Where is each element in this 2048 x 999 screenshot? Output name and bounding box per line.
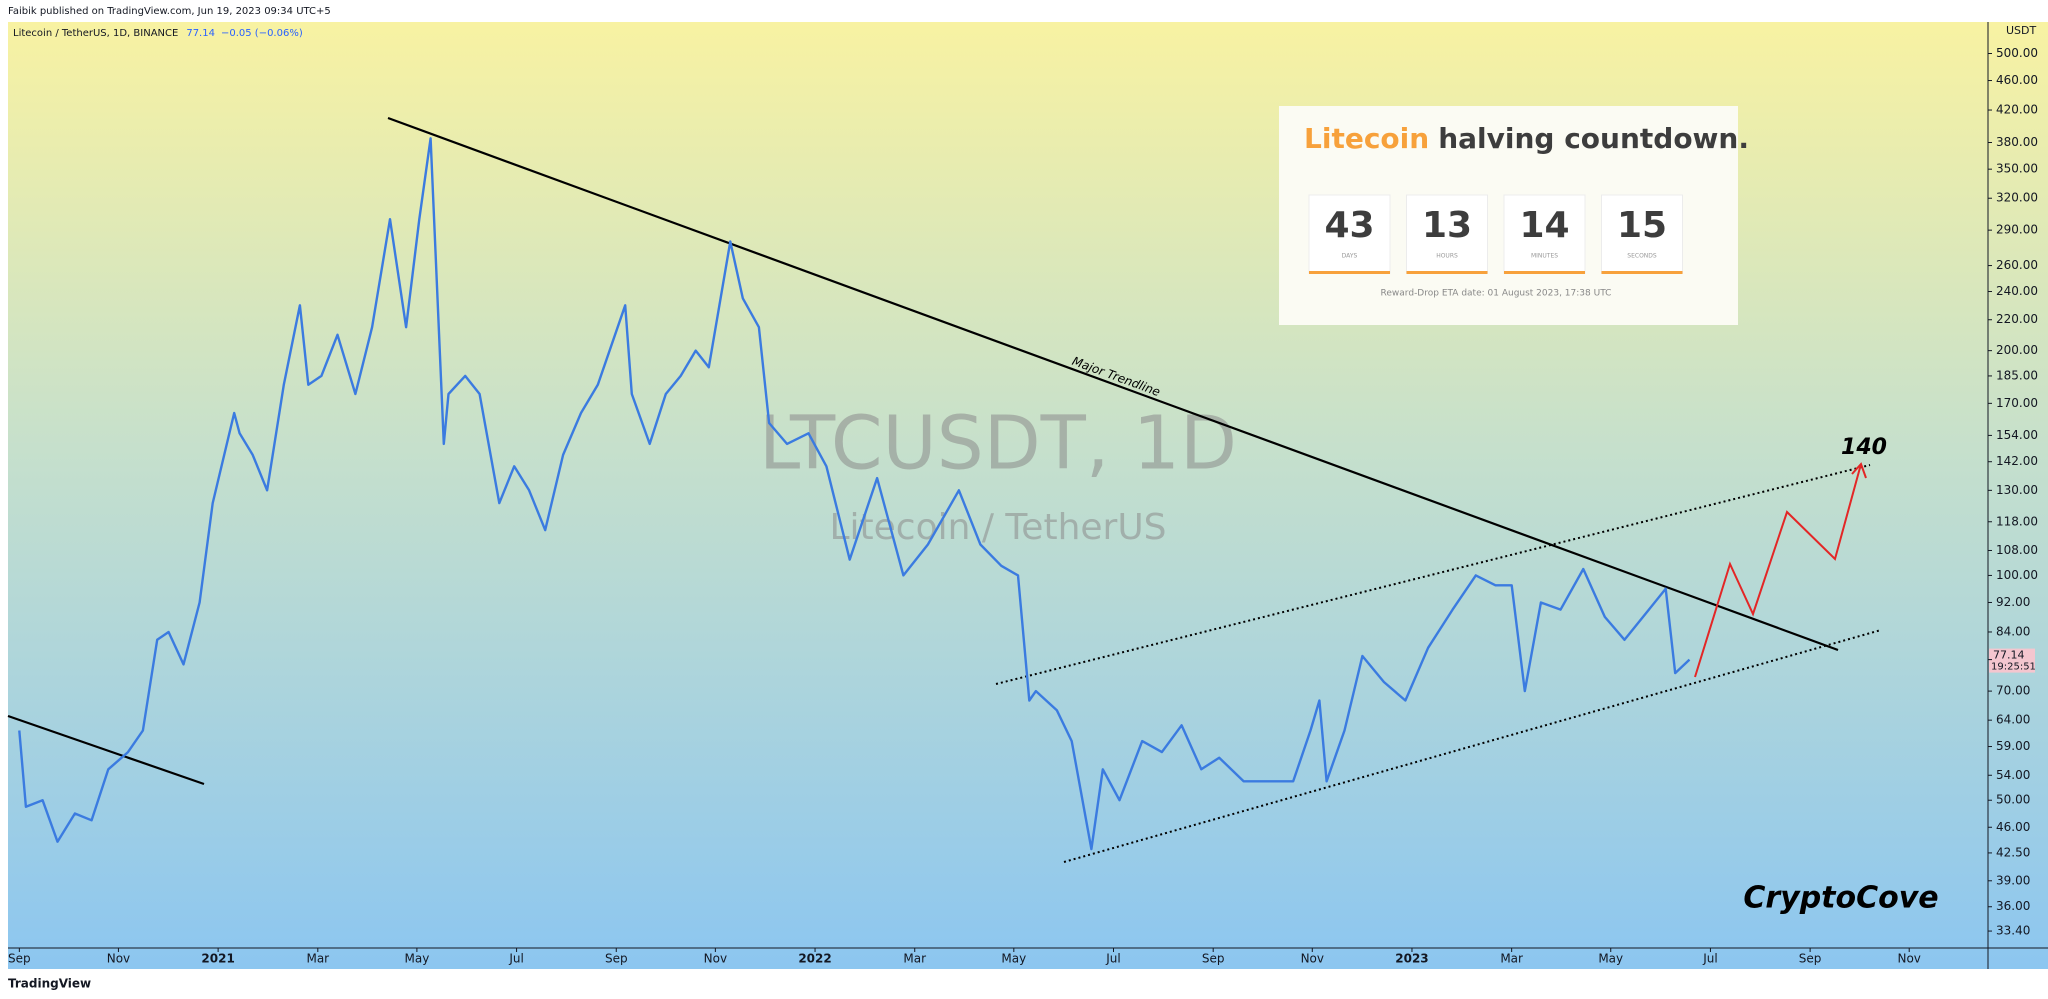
countdown-value: 13 xyxy=(1422,205,1472,246)
y-tick-label: 70.00 xyxy=(1996,684,2030,698)
y-tick-label: 290.00 xyxy=(1996,223,2038,237)
price-line xyxy=(18,137,1691,851)
major-trendline xyxy=(387,116,1839,652)
y-tick-label: 380.00 xyxy=(1996,135,2038,149)
symbol-legend: Litecoin / TetherUS, 1D, BINANCE 77.14 −0.… xyxy=(13,28,303,39)
y-tick-label: 185.00 xyxy=(1996,368,2038,382)
y-tick-label: 260.00 xyxy=(1996,258,2038,272)
countdown-underline xyxy=(1601,271,1683,274)
y-tick-label: 54.00 xyxy=(1996,768,2030,782)
countdown-panel: Litecoin halving countdown. 43 DAYS 13 HOURS… xyxy=(1279,106,1749,325)
y-tick-label: 500.00 xyxy=(1996,46,2038,60)
countdown-unit: HOURS xyxy=(1436,253,1458,260)
x-tick-label: Sep xyxy=(1799,952,1822,966)
x-tick-label: May xyxy=(1001,952,1026,966)
countdown-unit: DAYS xyxy=(1342,253,1358,260)
countdown-unit: SECONDS xyxy=(1627,253,1657,260)
countdown-underline xyxy=(1406,271,1488,274)
plot-bg xyxy=(8,22,2048,969)
title-rest: halving countdown. xyxy=(1438,122,1749,155)
trendline-left xyxy=(7,714,205,786)
countdown-value: 15 xyxy=(1617,205,1667,246)
y-tick-label: 46.00 xyxy=(1996,820,2030,834)
price-unit: USDT xyxy=(2006,24,2037,37)
y-tick-label: 59.00 xyxy=(1996,739,2030,753)
countdown-value: 43 xyxy=(1324,205,1374,246)
x-tick-label: Sep xyxy=(8,952,31,966)
y-tick-label: 36.00 xyxy=(1996,899,2030,913)
y-tick-label: 42.50 xyxy=(1996,845,2030,859)
y-tick-label: 460.00 xyxy=(1996,73,2038,87)
y-tick-label: 240.00 xyxy=(1996,284,2038,298)
countdown-underline xyxy=(1504,271,1585,274)
countdown-underline xyxy=(1309,271,1390,274)
legend-price: 77.14 xyxy=(186,28,215,39)
x-tick-label: Jul xyxy=(1702,952,1717,966)
countdown-unit: MINUTES xyxy=(1531,253,1558,260)
countdown-card xyxy=(1601,194,1683,274)
countdown-card xyxy=(1308,194,1391,274)
bar-countdown: 19:25:51 xyxy=(1991,662,2036,673)
y-tick-label: 142.00 xyxy=(1996,454,2038,468)
y-tick-label: 170.00 xyxy=(1996,396,2038,410)
watermark: LTCUSDT, 1D xyxy=(759,401,1237,487)
watermark-sub: Litecoin / TetherUS xyxy=(829,507,1166,548)
y-tick-label: 84.00 xyxy=(1996,624,2030,638)
legend-change: −0.05 (−0.06%) xyxy=(221,28,303,39)
x-tick-label: Sep xyxy=(605,952,628,966)
y-tick-label: 350.00 xyxy=(1996,162,2038,176)
x-tick-label: 2021 xyxy=(201,952,234,966)
publish-header: Faibik published on TradingView.com, Jun… xyxy=(8,6,331,17)
target-label: 140 xyxy=(1841,435,1887,460)
y-tick-label: 420.00 xyxy=(1996,103,2038,117)
y-tick-label: 64.00 xyxy=(1996,713,2030,727)
x-tick-label: May xyxy=(404,952,429,966)
y-tick-label: 108.00 xyxy=(1996,543,2038,557)
x-tick-label: 2023 xyxy=(1395,952,1428,966)
x-tick-label: Mar xyxy=(1500,952,1523,966)
projection-path xyxy=(1694,463,1862,678)
y-tick-label: 220.00 xyxy=(1996,312,2038,326)
x-tick-label: Nov xyxy=(1897,952,1920,966)
channel-lower xyxy=(1063,629,1882,863)
x-tick-label: Mar xyxy=(306,952,329,966)
y-tick-label: 100.00 xyxy=(1996,568,2038,582)
signature: CryptoCove xyxy=(1743,881,1938,916)
x-tick-label: 2022 xyxy=(798,952,831,966)
x-tick-label: Jul xyxy=(1105,952,1120,966)
countdown-card xyxy=(1406,194,1488,274)
channel-upper xyxy=(995,464,1871,685)
x-tick-label: Sep xyxy=(1202,952,1225,966)
countdown-value: 14 xyxy=(1519,205,1569,246)
last-price-tag xyxy=(1989,648,2035,673)
x-tick-label: Nov xyxy=(107,952,130,966)
countdown-title: Litecoin halving countdown. xyxy=(1304,122,1749,155)
y-tick-label: 154.00 xyxy=(1996,428,2038,442)
y-tick-label: 33.40 xyxy=(1996,924,2030,938)
title-highlight: Litecoin xyxy=(1304,122,1429,155)
y-tick-label: 50.00 xyxy=(1996,793,2030,807)
y-tick-label: 130.00 xyxy=(1996,483,2038,497)
x-tick-label: Mar xyxy=(903,952,926,966)
series-name: Litecoin / TetherUS, 1D, BINANCE xyxy=(13,28,178,39)
x-tick-label: Nov xyxy=(1301,952,1324,966)
y-tick-label: 118.00 xyxy=(1996,514,2038,528)
countdown-units: 43 DAYS 13 HOURS 14 MINUTES 15 SECONDS xyxy=(1308,194,1683,274)
countdown-eta: Reward-Drop ETA date: 01 August 2023, 17… xyxy=(1381,289,1612,299)
last-price-label: 77.14 xyxy=(1993,649,2025,662)
projection-arrow xyxy=(1851,462,1867,479)
y-tick-label: 320.00 xyxy=(1996,191,2038,205)
x-tick-label: Nov xyxy=(704,952,727,966)
footer-brand: TradingView xyxy=(8,977,91,991)
x-tick-label: May xyxy=(1598,952,1623,966)
x-tick-label: Jul xyxy=(508,952,523,966)
y-tick-label: 92.00 xyxy=(1996,595,2030,609)
y-tick-label: 200.00 xyxy=(1996,343,2038,357)
y-tick-label: 39.00 xyxy=(1996,873,2030,887)
